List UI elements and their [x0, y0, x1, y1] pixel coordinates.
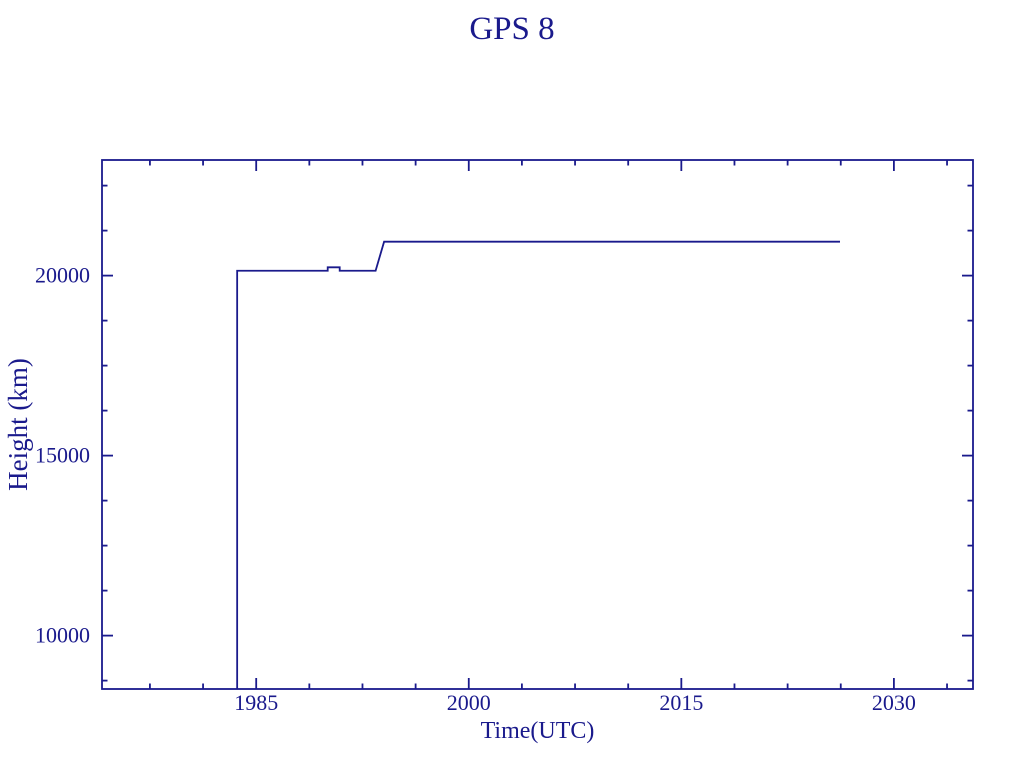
svg-text:Height (km): Height (km)	[3, 358, 33, 491]
svg-text:2000: 2000	[447, 690, 491, 715]
svg-text:20000: 20000	[35, 263, 90, 288]
svg-text:15000: 15000	[35, 443, 90, 468]
svg-text:2015: 2015	[659, 690, 703, 715]
svg-text:2030: 2030	[872, 690, 916, 715]
svg-text:Time(UTC): Time(UTC)	[481, 718, 595, 744]
svg-text:10000: 10000	[35, 623, 90, 648]
svg-text:GPS 8: GPS 8	[469, 11, 554, 47]
svg-text:1985: 1985	[234, 690, 278, 715]
